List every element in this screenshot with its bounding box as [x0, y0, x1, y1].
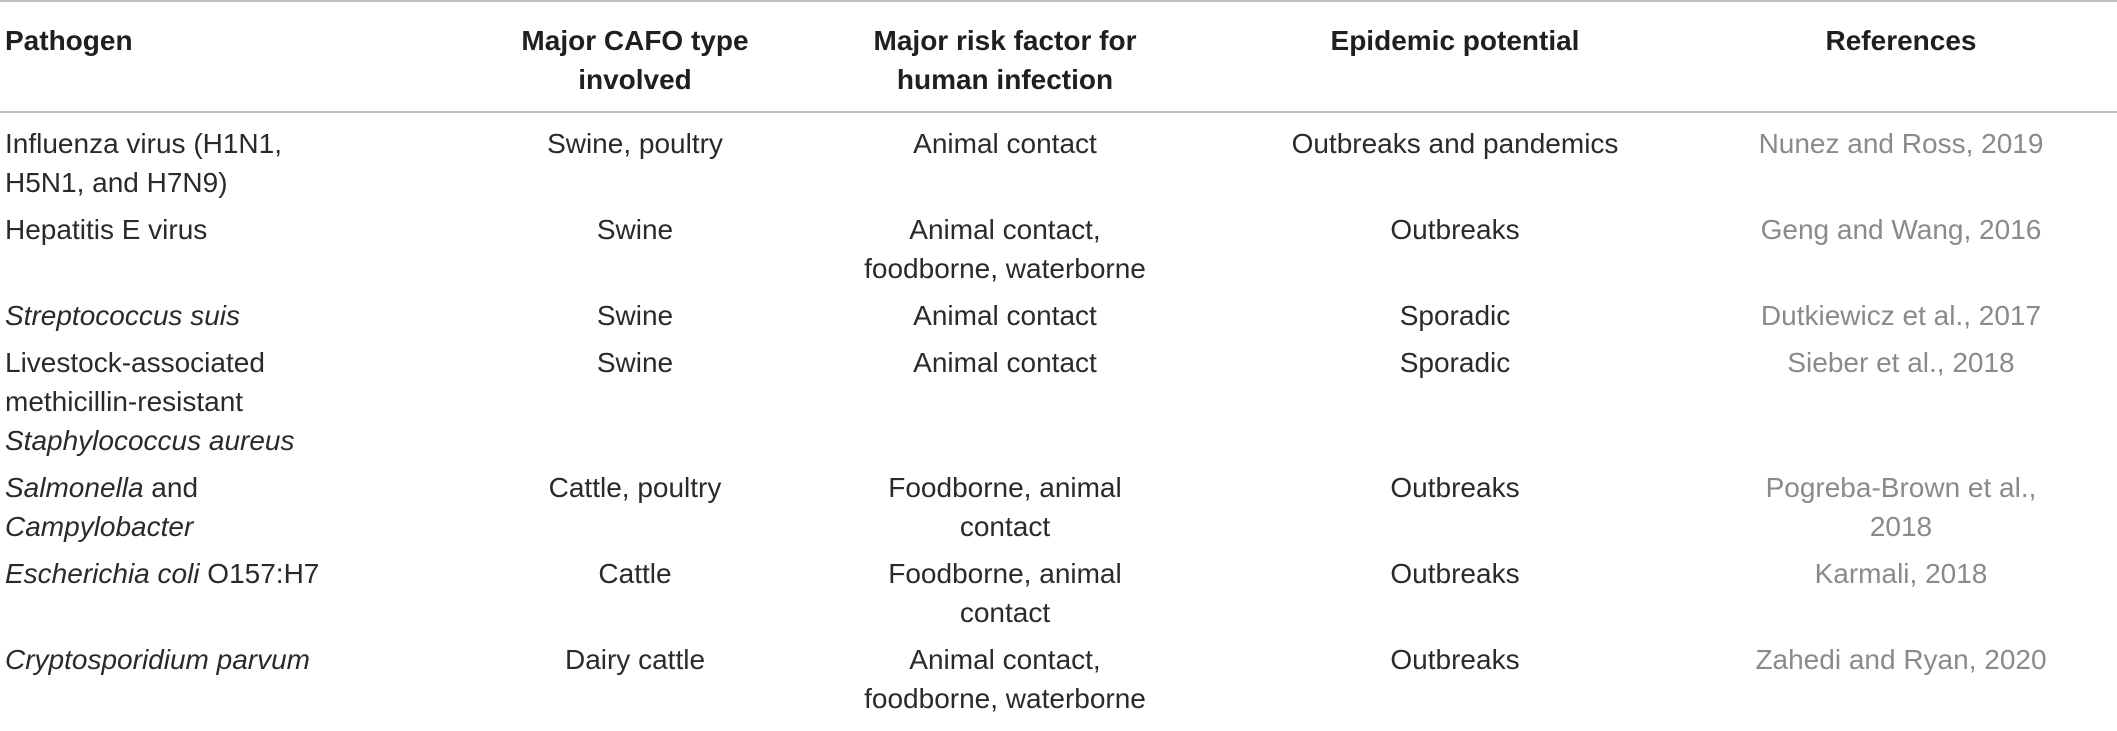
cell-cafo-type: Swine	[596, 214, 674, 245]
header-epidemic-potential: Epidemic potential	[1330, 25, 1580, 56]
cell-risk-factor: Animal contact	[913, 347, 1097, 378]
table-row: Escherichia coli O157:H7 Cattle Foodborn…	[0, 554, 2117, 640]
cell-risk-factor: Animal contact	[913, 300, 1097, 331]
cell-reference: Karmali, 2018	[1814, 558, 1988, 589]
cell-risk-factor: Foodborne, animal contact	[888, 472, 1122, 542]
header-references: References	[1825, 25, 1977, 56]
cell-reference: Sieber et al., 2018	[1787, 347, 2015, 378]
table-row: Hepatitis E virus Swine Animal contact, f…	[0, 210, 2117, 296]
cell-pathogen: Streptococcus suis	[5, 300, 240, 331]
cell-epidemic-potential: Sporadic	[1399, 300, 1511, 331]
table-header: Pathogen Major CAFO type involved Major r…	[0, 1, 2117, 112]
cell-pathogen: Escherichia coli O157:H7	[5, 558, 320, 589]
header-risk-factor: Major risk factor for human infection	[873, 25, 1137, 95]
header-row: Pathogen Major CAFO type involved Major r…	[0, 1, 2117, 112]
cell-epidemic-potential: Sporadic	[1399, 347, 1511, 378]
cell-pathogen: Livestock-associated methicillin-resistan…	[5, 347, 295, 456]
cell-reference: Dutkiewicz et al., 2017	[1760, 300, 2042, 331]
cell-cafo-type: Cattle, poultry	[548, 472, 722, 503]
cell-reference: Geng and Wang, 2016	[1760, 214, 2042, 245]
cell-cafo-type: Dairy cattle	[564, 644, 706, 675]
cell-pathogen: Hepatitis E virus	[5, 214, 208, 245]
cell-reference: Zahedi and Ryan, 2020	[1755, 644, 2047, 675]
table-row: Livestock-associated methicillin-resistan…	[0, 343, 2117, 468]
cell-epidemic-potential: Outbreaks	[1390, 214, 1520, 245]
cell-epidemic-potential: Outbreaks	[1390, 558, 1520, 589]
table-row: Salmonella and Campylobacter Cattle, poul…	[0, 468, 2117, 554]
cell-reference: Nunez and Ross, 2019	[1758, 128, 2044, 159]
cell-reference: Pogreba-Brown et al., 2018	[1765, 472, 2037, 542]
cell-pathogen: Cryptosporidium parvum	[5, 644, 310, 675]
cell-epidemic-potential: Outbreaks and pandemics	[1291, 128, 1619, 159]
cell-risk-factor: Animal contact	[913, 128, 1097, 159]
table-body: Influenza virus (H1N1, H5N1, and H7N9) Sw…	[0, 112, 2117, 722]
cell-cafo-type: Swine, poultry	[547, 128, 723, 159]
cell-pathogen: Salmonella and Campylobacter	[5, 472, 199, 542]
cell-pathogen: Influenza virus (H1N1, H5N1, and H7N9)	[5, 128, 283, 198]
table-row: Influenza virus (H1N1, H5N1, and H7N9) Sw…	[0, 112, 2117, 210]
cell-epidemic-potential: Outbreaks	[1390, 644, 1520, 675]
header-pathogen: Pathogen	[5, 25, 133, 56]
cell-risk-factor: Animal contact, foodborne, waterborne	[864, 644, 1146, 714]
header-cafo-type: Major CAFO type involved	[521, 25, 749, 95]
cell-risk-factor: Animal contact, foodborne, waterborne	[864, 214, 1146, 284]
cell-risk-factor: Foodborne, animal contact	[888, 558, 1122, 628]
cell-cafo-type: Cattle	[598, 558, 672, 589]
cell-epidemic-potential: Outbreaks	[1390, 472, 1520, 503]
table-row: Cryptosporidium parvum Dairy cattle Anim…	[0, 640, 2117, 722]
table-row: Streptococcus suis Swine Animal contact …	[0, 296, 2117, 343]
cell-cafo-type: Swine	[596, 347, 674, 378]
cell-cafo-type: Swine	[596, 300, 674, 331]
